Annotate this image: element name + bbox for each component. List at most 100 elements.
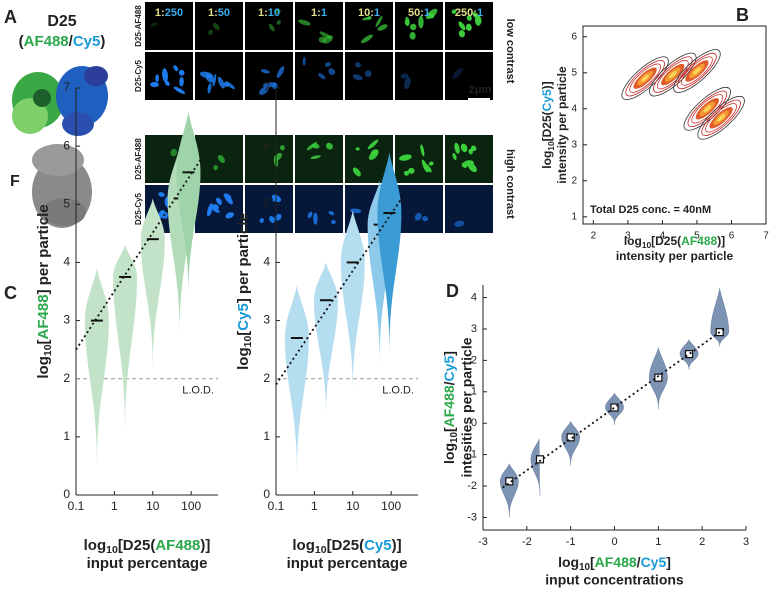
particle <box>275 8 281 15</box>
x-tick-label: 2 <box>699 536 705 548</box>
particle <box>454 142 460 154</box>
x-tick-label: 3 <box>625 231 631 242</box>
particle <box>409 31 416 40</box>
y-tick-label: 5 <box>571 67 577 78</box>
fit-line <box>75 145 211 351</box>
label-part: [D25( <box>651 234 681 248</box>
particle <box>375 15 383 28</box>
label-part: AF488 <box>24 33 69 50</box>
particle <box>155 74 159 83</box>
label-part: Cy5 <box>641 554 667 570</box>
particle <box>454 220 465 227</box>
particle <box>328 210 335 216</box>
contour-ring <box>703 105 712 113</box>
y-axis-label: log10[D25(Cy5)] <box>540 81 556 168</box>
y-tick-label: 1 <box>263 429 270 443</box>
channel-label: D25-Cy5 <box>134 59 143 92</box>
particle <box>179 76 184 87</box>
label-part: Cy5 <box>235 303 252 331</box>
ratio-part: 1 <box>208 7 214 19</box>
violin <box>140 198 165 379</box>
particle <box>418 15 424 29</box>
particle <box>199 71 214 79</box>
particle <box>368 150 379 160</box>
label-part: [D25( <box>118 537 156 554</box>
label-part: AF488 <box>35 294 52 339</box>
particle <box>355 62 361 68</box>
ratio-part: 50 <box>408 7 420 19</box>
label-part: )] <box>717 234 725 248</box>
label-part: 10 <box>242 336 254 348</box>
x-axis-label: log10[D25(Cy5)] <box>292 537 401 556</box>
panel-label: C <box>4 283 17 303</box>
particle <box>302 56 306 66</box>
channel-label: D25-AF488 <box>134 138 143 180</box>
particle <box>422 216 429 222</box>
lod-label: L.O.D. <box>382 385 414 397</box>
micrograph <box>245 2 293 50</box>
particle <box>355 147 360 151</box>
particle <box>162 68 168 83</box>
x-axis-label: input percentage <box>87 555 208 572</box>
label-part: AF488 <box>155 537 200 554</box>
density-cluster <box>649 52 697 97</box>
y-axis-label: intensity per particle <box>555 66 569 184</box>
particle <box>428 161 434 166</box>
violin <box>377 151 402 362</box>
x-tick-label: -3 <box>478 536 488 548</box>
label-part: 10 <box>642 240 652 250</box>
x-tick-label: -2 <box>522 536 532 548</box>
contour-ring <box>683 86 731 131</box>
particle <box>280 145 285 151</box>
y-tick-label: 3 <box>63 313 70 327</box>
x-axis-label: input concentrations <box>545 572 684 588</box>
label-part: ) <box>100 33 105 50</box>
micrograph <box>295 2 343 50</box>
ratio-part: : <box>420 7 424 19</box>
protein-subtitle: (AF488/Cy5) <box>19 33 106 50</box>
micrograph <box>245 185 293 233</box>
x-tick-label: 7 <box>763 231 769 242</box>
violin <box>710 288 729 347</box>
particle <box>414 212 422 221</box>
y-tick-label: 2 <box>63 371 70 385</box>
micrograph <box>195 185 243 233</box>
label-part: 10 <box>42 344 54 356</box>
x-tick-label: 0 <box>611 536 617 548</box>
particle <box>404 19 410 26</box>
contour-ring <box>691 94 724 124</box>
particle <box>173 86 186 94</box>
particle <box>213 165 219 171</box>
particle <box>313 212 318 225</box>
label-part: log <box>35 356 52 379</box>
particle <box>324 62 331 67</box>
particle <box>268 23 275 32</box>
y-tick-label: 6 <box>63 138 70 152</box>
y-tick-label: 2 <box>571 175 577 186</box>
particle <box>307 211 313 219</box>
particle <box>331 219 336 225</box>
micrograph <box>195 2 243 50</box>
micrograph <box>145 2 193 50</box>
particle <box>361 34 373 44</box>
protein-structure <box>12 66 108 228</box>
particle <box>466 15 472 21</box>
x-tick-label: 0.1 <box>68 499 85 513</box>
micrograph <box>445 52 493 100</box>
ratio-part: 1 <box>155 7 161 19</box>
particle <box>158 192 165 197</box>
x-tick-label: 1 <box>311 499 318 513</box>
label-part: log <box>441 443 457 464</box>
label-part: AF488 <box>441 385 457 427</box>
particle <box>399 154 412 161</box>
label-part: log <box>292 537 315 554</box>
violin <box>284 285 309 484</box>
fit-line <box>502 326 727 489</box>
micrograph <box>395 185 443 233</box>
particle <box>318 73 326 80</box>
particle <box>420 144 425 157</box>
x-tick-label: 4 <box>660 231 666 242</box>
y-axis-label: intesities per particle <box>459 337 475 477</box>
label-part: ] <box>441 351 457 356</box>
contour-ring <box>649 52 697 97</box>
